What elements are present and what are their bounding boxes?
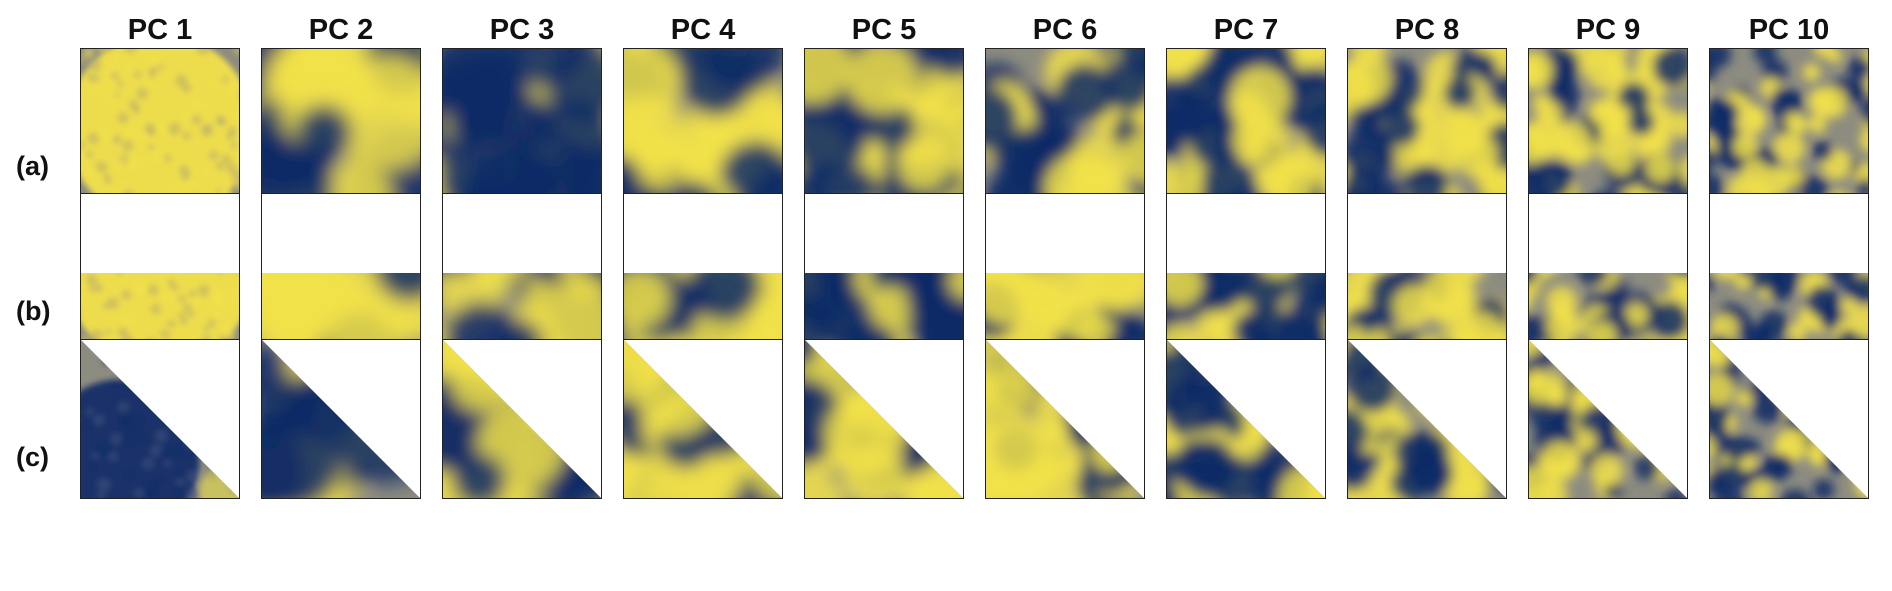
mode-panel — [1347, 339, 1507, 499]
row-label-b: (b) — [16, 296, 51, 326]
mode-panel — [1709, 48, 1869, 208]
mode-panel — [80, 48, 240, 208]
column-title-6: PC 6 — [1032, 14, 1098, 46]
mode-panel — [1166, 48, 1326, 208]
mode-panel — [442, 193, 602, 353]
row-label-c: (c) — [16, 442, 49, 472]
mode-panel — [1528, 48, 1688, 208]
column-title-4: PC 4 — [670, 14, 736, 46]
mode-panel — [80, 193, 240, 353]
column-title-1: PC 1 — [127, 14, 193, 46]
mode-panel — [1166, 193, 1326, 353]
column-title-2: PC 2 — [308, 14, 374, 46]
mode-panel — [1528, 193, 1688, 353]
mode-panel — [1528, 339, 1688, 499]
mode-panel — [1347, 193, 1507, 353]
column-title-9: PC 9 — [1575, 14, 1641, 46]
mode-panel — [804, 48, 964, 208]
column-title-7: PC 7 — [1213, 14, 1279, 46]
mode-panel — [442, 339, 602, 499]
mode-panel — [804, 193, 964, 353]
column-title-10: PC 10 — [1748, 14, 1830, 46]
mode-panel — [985, 193, 1145, 353]
mode-panel — [1709, 193, 1869, 353]
mode-panel — [623, 339, 783, 499]
mode-panel — [1347, 48, 1507, 208]
mode-panel — [1709, 339, 1869, 499]
column-title-8: PC 8 — [1394, 14, 1460, 46]
mode-panel — [80, 339, 240, 499]
mode-panel — [261, 48, 421, 208]
mode-panel — [261, 193, 421, 353]
row-label-a: (a) — [16, 151, 49, 181]
mode-panel — [623, 48, 783, 208]
mode-panel — [261, 339, 421, 499]
mode-panel — [985, 48, 1145, 208]
mode-panel — [985, 339, 1145, 499]
column-title-3: PC 3 — [489, 14, 555, 46]
column-title-5: PC 5 — [851, 14, 917, 46]
mode-panel — [804, 339, 964, 499]
mode-panel — [623, 193, 783, 353]
mode-panel — [1166, 339, 1326, 499]
mode-panel — [442, 48, 602, 208]
